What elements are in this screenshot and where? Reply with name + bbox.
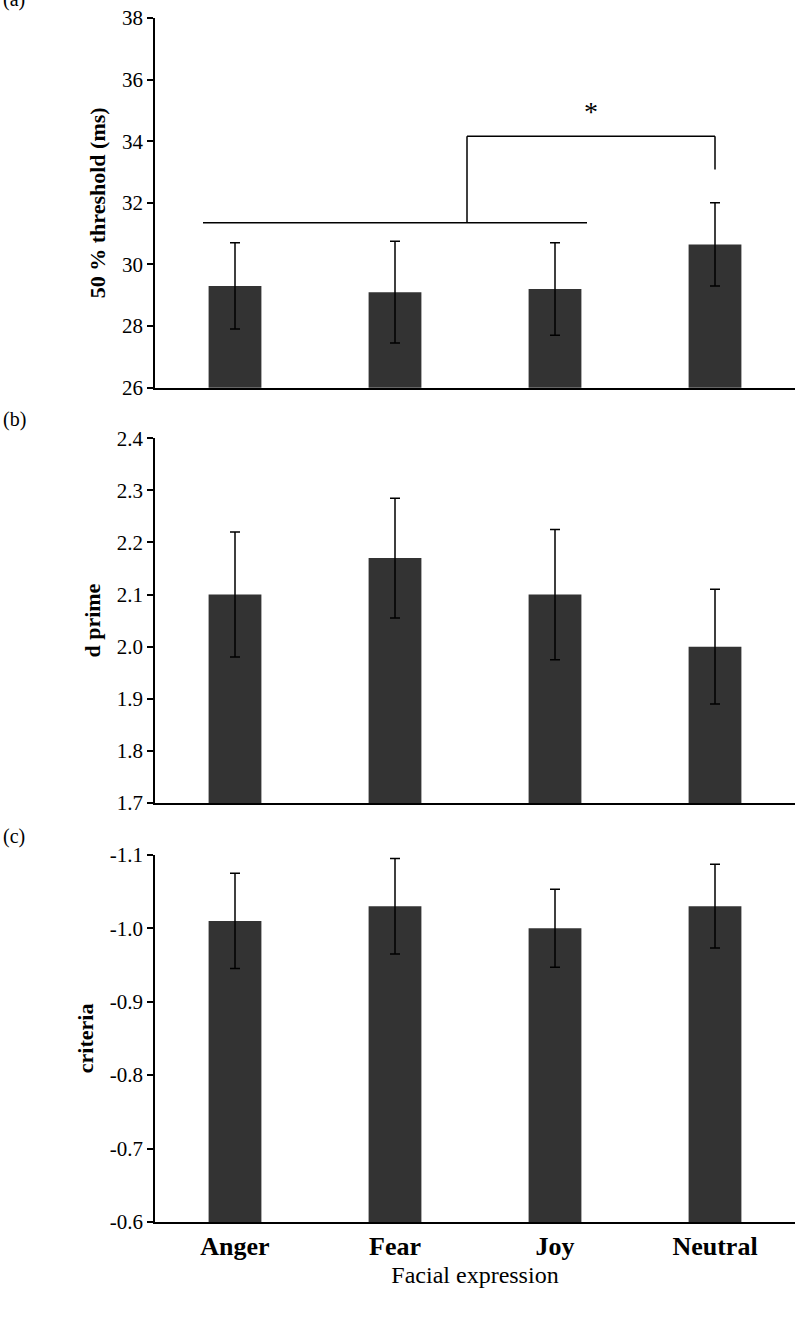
svg-text:(a): (a) [3, 0, 25, 11]
svg-text:(b): (b) [3, 408, 26, 431]
svg-text:d prime: d prime [80, 583, 105, 657]
svg-text:-0.6: -0.6 [110, 1210, 143, 1234]
svg-text:-0.8: -0.8 [110, 1063, 143, 1087]
svg-text:Facial expression: Facial expression [391, 1262, 558, 1288]
svg-text:2.1: 2.1 [117, 583, 143, 607]
svg-text:2.2: 2.2 [117, 531, 143, 555]
svg-text:50 % threshold (ms): 50 % threshold (ms) [85, 107, 110, 298]
svg-text:2.4: 2.4 [117, 427, 144, 451]
svg-text:*: * [584, 96, 598, 127]
svg-text:2.0: 2.0 [117, 635, 143, 659]
svg-text:(c): (c) [3, 825, 25, 848]
svg-text:criteria: criteria [73, 1004, 98, 1074]
svg-text:Neutral: Neutral [672, 1232, 757, 1261]
svg-text:Anger: Anger [200, 1232, 269, 1261]
svg-text:32: 32 [122, 191, 143, 215]
svg-text:2.3: 2.3 [117, 479, 143, 503]
svg-text:Joy: Joy [536, 1232, 575, 1261]
svg-text:Fear: Fear [369, 1232, 421, 1261]
svg-text:-1.1: -1.1 [110, 843, 143, 867]
svg-text:36: 36 [122, 68, 143, 92]
svg-text:1.7: 1.7 [117, 791, 143, 815]
svg-text:-1.0: -1.0 [110, 917, 143, 941]
svg-text:26: 26 [122, 376, 143, 400]
svg-text:-0.7: -0.7 [110, 1137, 143, 1161]
svg-text:28: 28 [122, 314, 143, 338]
svg-text:34: 34 [122, 130, 144, 154]
svg-text:-0.9: -0.9 [110, 990, 143, 1014]
svg-text:1.9: 1.9 [117, 687, 143, 711]
svg-text:1.8: 1.8 [117, 739, 143, 763]
svg-text:30: 30 [122, 253, 143, 277]
svg-text:38: 38 [122, 6, 143, 30]
